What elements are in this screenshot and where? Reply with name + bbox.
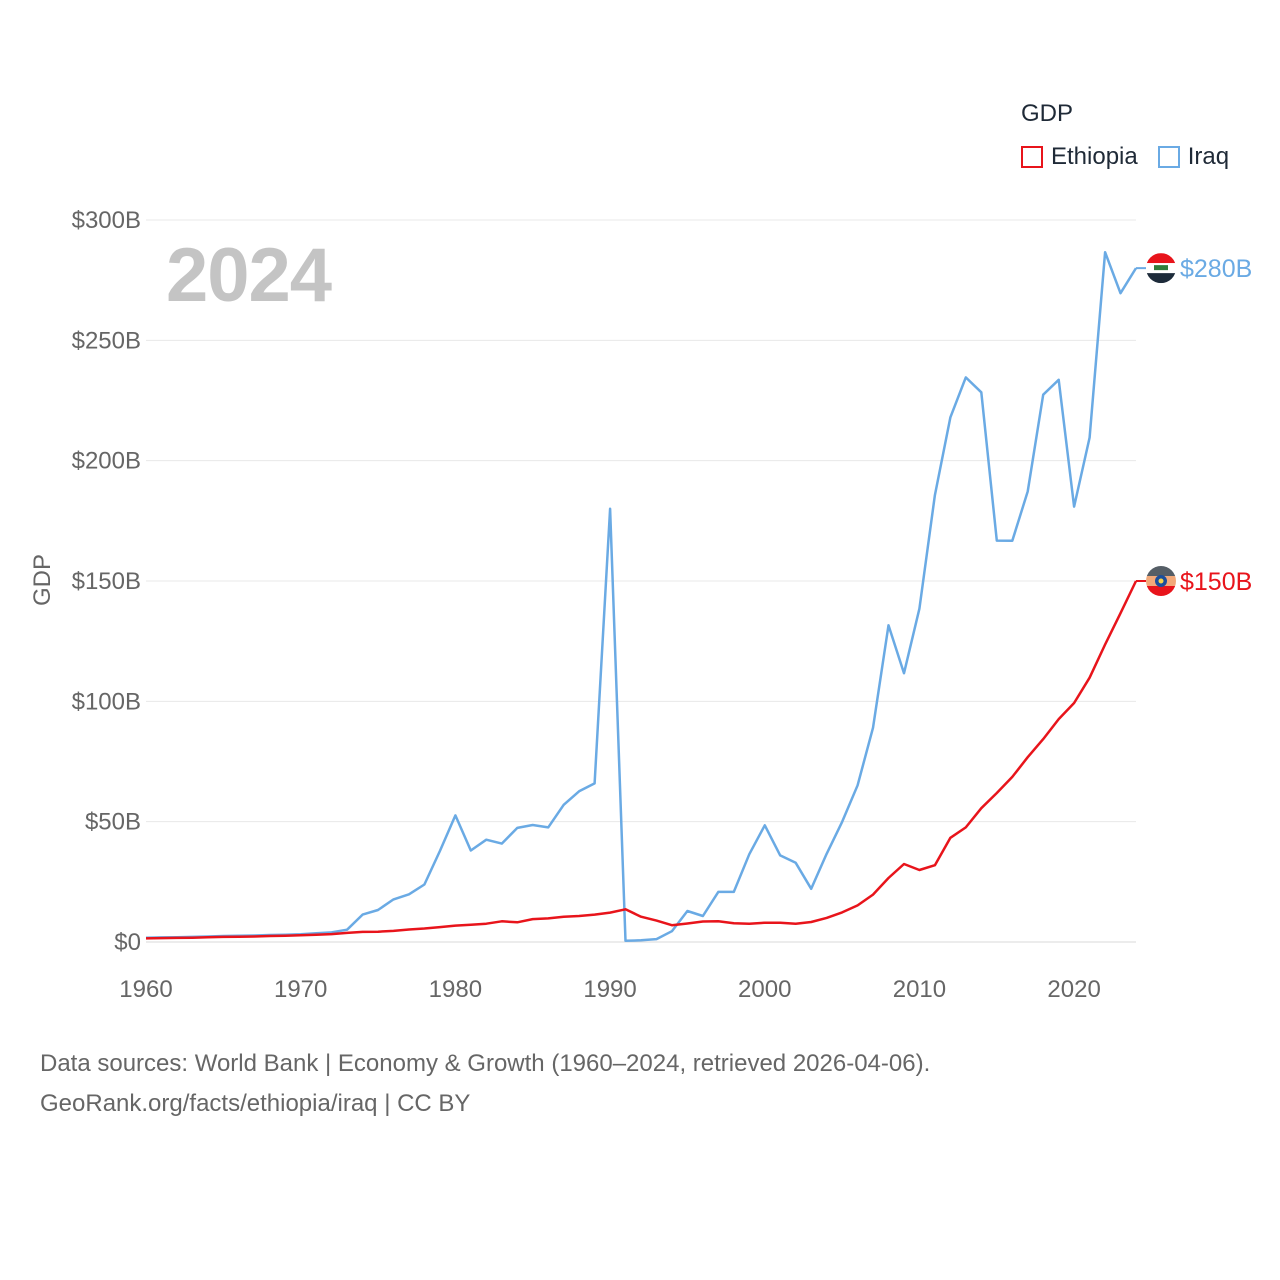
- end-value-label: $280B: [1180, 255, 1252, 283]
- y-tick-label: $0: [114, 929, 141, 956]
- legend-swatch-ethiopia: [1021, 146, 1043, 168]
- end-markers: $150B $280B: [1136, 253, 1252, 596]
- y-tick-label: $100B: [72, 688, 141, 715]
- legend-label-ethiopia: Ethiopia: [1051, 143, 1138, 170]
- series-lines: [145, 250, 1138, 943]
- x-tick-label: 2000: [738, 976, 791, 1003]
- y-tick-label: $200B: [72, 448, 141, 475]
- footer: Data sources: World Bank | Economy & Gro…: [40, 1044, 930, 1124]
- x-tick-label: 1960: [119, 976, 172, 1003]
- y-tick-label: $50B: [85, 809, 141, 836]
- y-tick-label: $150B: [72, 568, 141, 595]
- x-tick-label: 1970: [274, 976, 327, 1003]
- legend-title: GDP: [1021, 100, 1074, 127]
- iraq-flag-icon: [1146, 253, 1176, 284]
- source-link[interactable]: GeoRank.org/facts/ethiopia/iraq | CC BY: [40, 1090, 471, 1117]
- x-tick-label: 2010: [893, 976, 946, 1003]
- y-tick-label: $300B: [72, 207, 141, 234]
- ethiopia-flag-icon: [1146, 566, 1176, 596]
- legend: Ethiopia Iraq: [1021, 143, 1249, 171]
- x-tick-label: 2020: [1047, 976, 1100, 1003]
- series-line-ethiopia: [145, 580, 1138, 940]
- y-axis: $0 $50B $100B $150B $200B $250B $300B: [72, 207, 141, 956]
- legend-label-iraq: Iraq: [1187, 143, 1230, 170]
- x-tick-label: 1990: [583, 976, 636, 1003]
- y-axis-title: GDP: [29, 554, 56, 606]
- y-tick-label: $250B: [72, 327, 141, 354]
- end-value-label: $150B: [1180, 568, 1252, 596]
- legend-item-ethiopia[interactable]: Ethiopia: [1021, 143, 1138, 171]
- year-label: 2024: [166, 233, 332, 318]
- x-tick-label: 1980: [429, 976, 482, 1003]
- x-axis: 1960 1970 1980 1990 2000 2010 2020: [119, 976, 1101, 1003]
- series-line-iraq: [145, 250, 1138, 943]
- legend-swatch-iraq: [1157, 146, 1180, 168]
- source-note: Data sources: World Bank | Economy & Gro…: [40, 1050, 931, 1077]
- grid-lines: [146, 219, 1136, 943]
- legend-item-iraq[interactable]: Iraq: [1157, 143, 1230, 171]
